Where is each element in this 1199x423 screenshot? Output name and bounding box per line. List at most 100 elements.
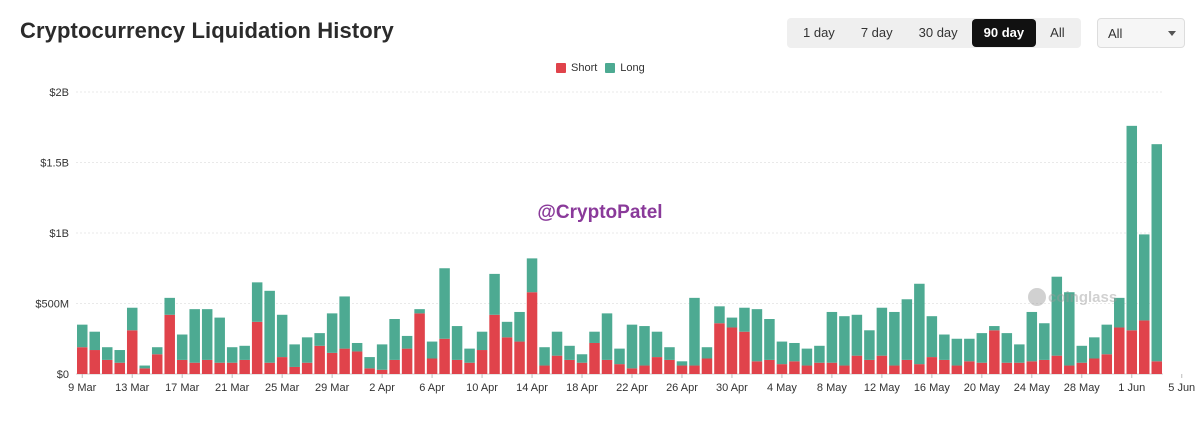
bar-short[interactable] <box>576 362 588 374</box>
bar-short[interactable] <box>501 337 513 374</box>
bar-long[interactable] <box>664 347 675 360</box>
bar-long[interactable] <box>926 316 938 358</box>
bar-short[interactable] <box>351 351 363 374</box>
bar-short[interactable] <box>1126 330 1138 374</box>
bar-short[interactable] <box>676 365 688 374</box>
bar-short[interactable] <box>664 359 675 374</box>
bar-short[interactable] <box>1064 365 1075 374</box>
bar-long[interactable] <box>551 331 563 356</box>
bar-short[interactable] <box>526 292 538 374</box>
bar-long[interactable] <box>176 334 188 360</box>
bar-short[interactable] <box>276 357 288 374</box>
bar-long[interactable] <box>239 345 250 360</box>
bar-short[interactable] <box>164 314 175 374</box>
bar-short[interactable] <box>564 359 575 374</box>
bar-short[interactable] <box>226 362 238 374</box>
bar-long[interactable] <box>951 338 963 366</box>
bar-long[interactable] <box>414 309 425 314</box>
bar-long[interactable] <box>451 326 463 360</box>
bar-long[interactable] <box>964 338 975 362</box>
bar-long[interactable] <box>476 331 488 351</box>
bar-short[interactable] <box>114 362 125 374</box>
bar-long[interactable] <box>214 317 225 363</box>
bar-long[interactable] <box>789 342 800 362</box>
bar-short[interactable] <box>851 355 863 374</box>
bar-long[interactable] <box>814 345 825 363</box>
bar-short[interactable] <box>1039 359 1050 374</box>
bar-short[interactable] <box>776 364 788 374</box>
bar-long[interactable] <box>989 326 1000 331</box>
bar-short[interactable] <box>514 341 525 374</box>
bar-long[interactable] <box>864 330 875 360</box>
bar-long[interactable] <box>514 311 525 342</box>
bar-long[interactable] <box>101 347 113 360</box>
bar-short[interactable] <box>289 366 300 374</box>
bar-long[interactable] <box>801 348 813 366</box>
bar-long[interactable] <box>826 311 838 363</box>
bar-short[interactable] <box>439 338 450 374</box>
bar-short[interactable] <box>126 330 138 374</box>
bar-long[interactable] <box>139 365 150 369</box>
bar-short[interactable] <box>1051 355 1063 374</box>
range-7-day-button[interactable]: 7 day <box>860 25 893 40</box>
bar-long[interactable] <box>314 333 325 346</box>
bar-long[interactable] <box>339 296 350 349</box>
bar-long[interactable] <box>489 273 500 315</box>
range-90-day-button[interactable]: 90 day <box>971 19 1037 47</box>
bar-short[interactable] <box>1001 362 1013 374</box>
bar-long[interactable] <box>1001 333 1013 363</box>
bar-short[interactable] <box>401 348 413 374</box>
bar-short[interactable] <box>989 330 1000 374</box>
bar-short[interactable] <box>826 362 838 374</box>
bar-long[interactable] <box>401 335 413 349</box>
bar-long[interactable] <box>189 309 200 363</box>
bar-long[interactable] <box>1051 276 1063 356</box>
coin-select[interactable]: All <box>1097 18 1185 48</box>
bar-long[interactable] <box>77 324 88 348</box>
bar-short[interactable] <box>451 359 463 374</box>
bar-long[interactable] <box>464 348 475 363</box>
bar-short[interactable] <box>651 357 663 374</box>
range-all-button[interactable]: All <box>1050 25 1065 40</box>
bar-long[interactable] <box>676 361 688 366</box>
bar-long[interactable] <box>1139 234 1150 321</box>
bar-long[interactable] <box>289 344 300 367</box>
bar-short[interactable] <box>176 359 188 374</box>
bar-short[interactable] <box>414 313 425 374</box>
bar-short[interactable] <box>1076 362 1088 374</box>
bar-long[interactable] <box>426 341 438 359</box>
bar-long[interactable] <box>1126 125 1138 331</box>
bar-long[interactable] <box>1039 323 1050 360</box>
bar-long[interactable] <box>876 307 888 356</box>
bar-short[interactable] <box>1026 361 1038 374</box>
bar-long[interactable] <box>539 347 550 366</box>
bar-long[interactable] <box>376 344 388 370</box>
bar-long[interactable] <box>1089 337 1100 359</box>
bar-short[interactable] <box>264 362 275 374</box>
bar-short[interactable] <box>789 361 800 374</box>
bar-short[interactable] <box>1101 354 1113 374</box>
bar-long[interactable] <box>839 316 850 366</box>
bar-short[interactable] <box>77 347 88 374</box>
bar-short[interactable] <box>814 362 825 374</box>
bar-short[interactable] <box>689 365 700 374</box>
bar-long[interactable] <box>501 321 513 338</box>
bar-long[interactable] <box>251 282 263 322</box>
range-1-day-button[interactable]: 1 day <box>803 25 835 40</box>
bar-long[interactable] <box>114 350 125 363</box>
bar-short[interactable] <box>751 361 763 374</box>
bar-short[interactable] <box>1089 358 1100 374</box>
bar-long[interactable] <box>151 347 163 355</box>
bar-short[interactable] <box>739 331 750 374</box>
bar-long[interactable] <box>264 290 275 363</box>
bar-long[interactable] <box>326 313 338 353</box>
bar-short[interactable] <box>864 359 875 374</box>
bar-short[interactable] <box>889 365 900 374</box>
bar-short[interactable] <box>89 350 100 374</box>
bar-short[interactable] <box>914 364 925 374</box>
bar-short[interactable] <box>926 357 938 374</box>
bar-short[interactable] <box>601 359 613 374</box>
bar-long[interactable] <box>201 309 213 360</box>
bar-long[interactable] <box>1114 297 1125 328</box>
bar-long[interactable] <box>726 317 738 328</box>
